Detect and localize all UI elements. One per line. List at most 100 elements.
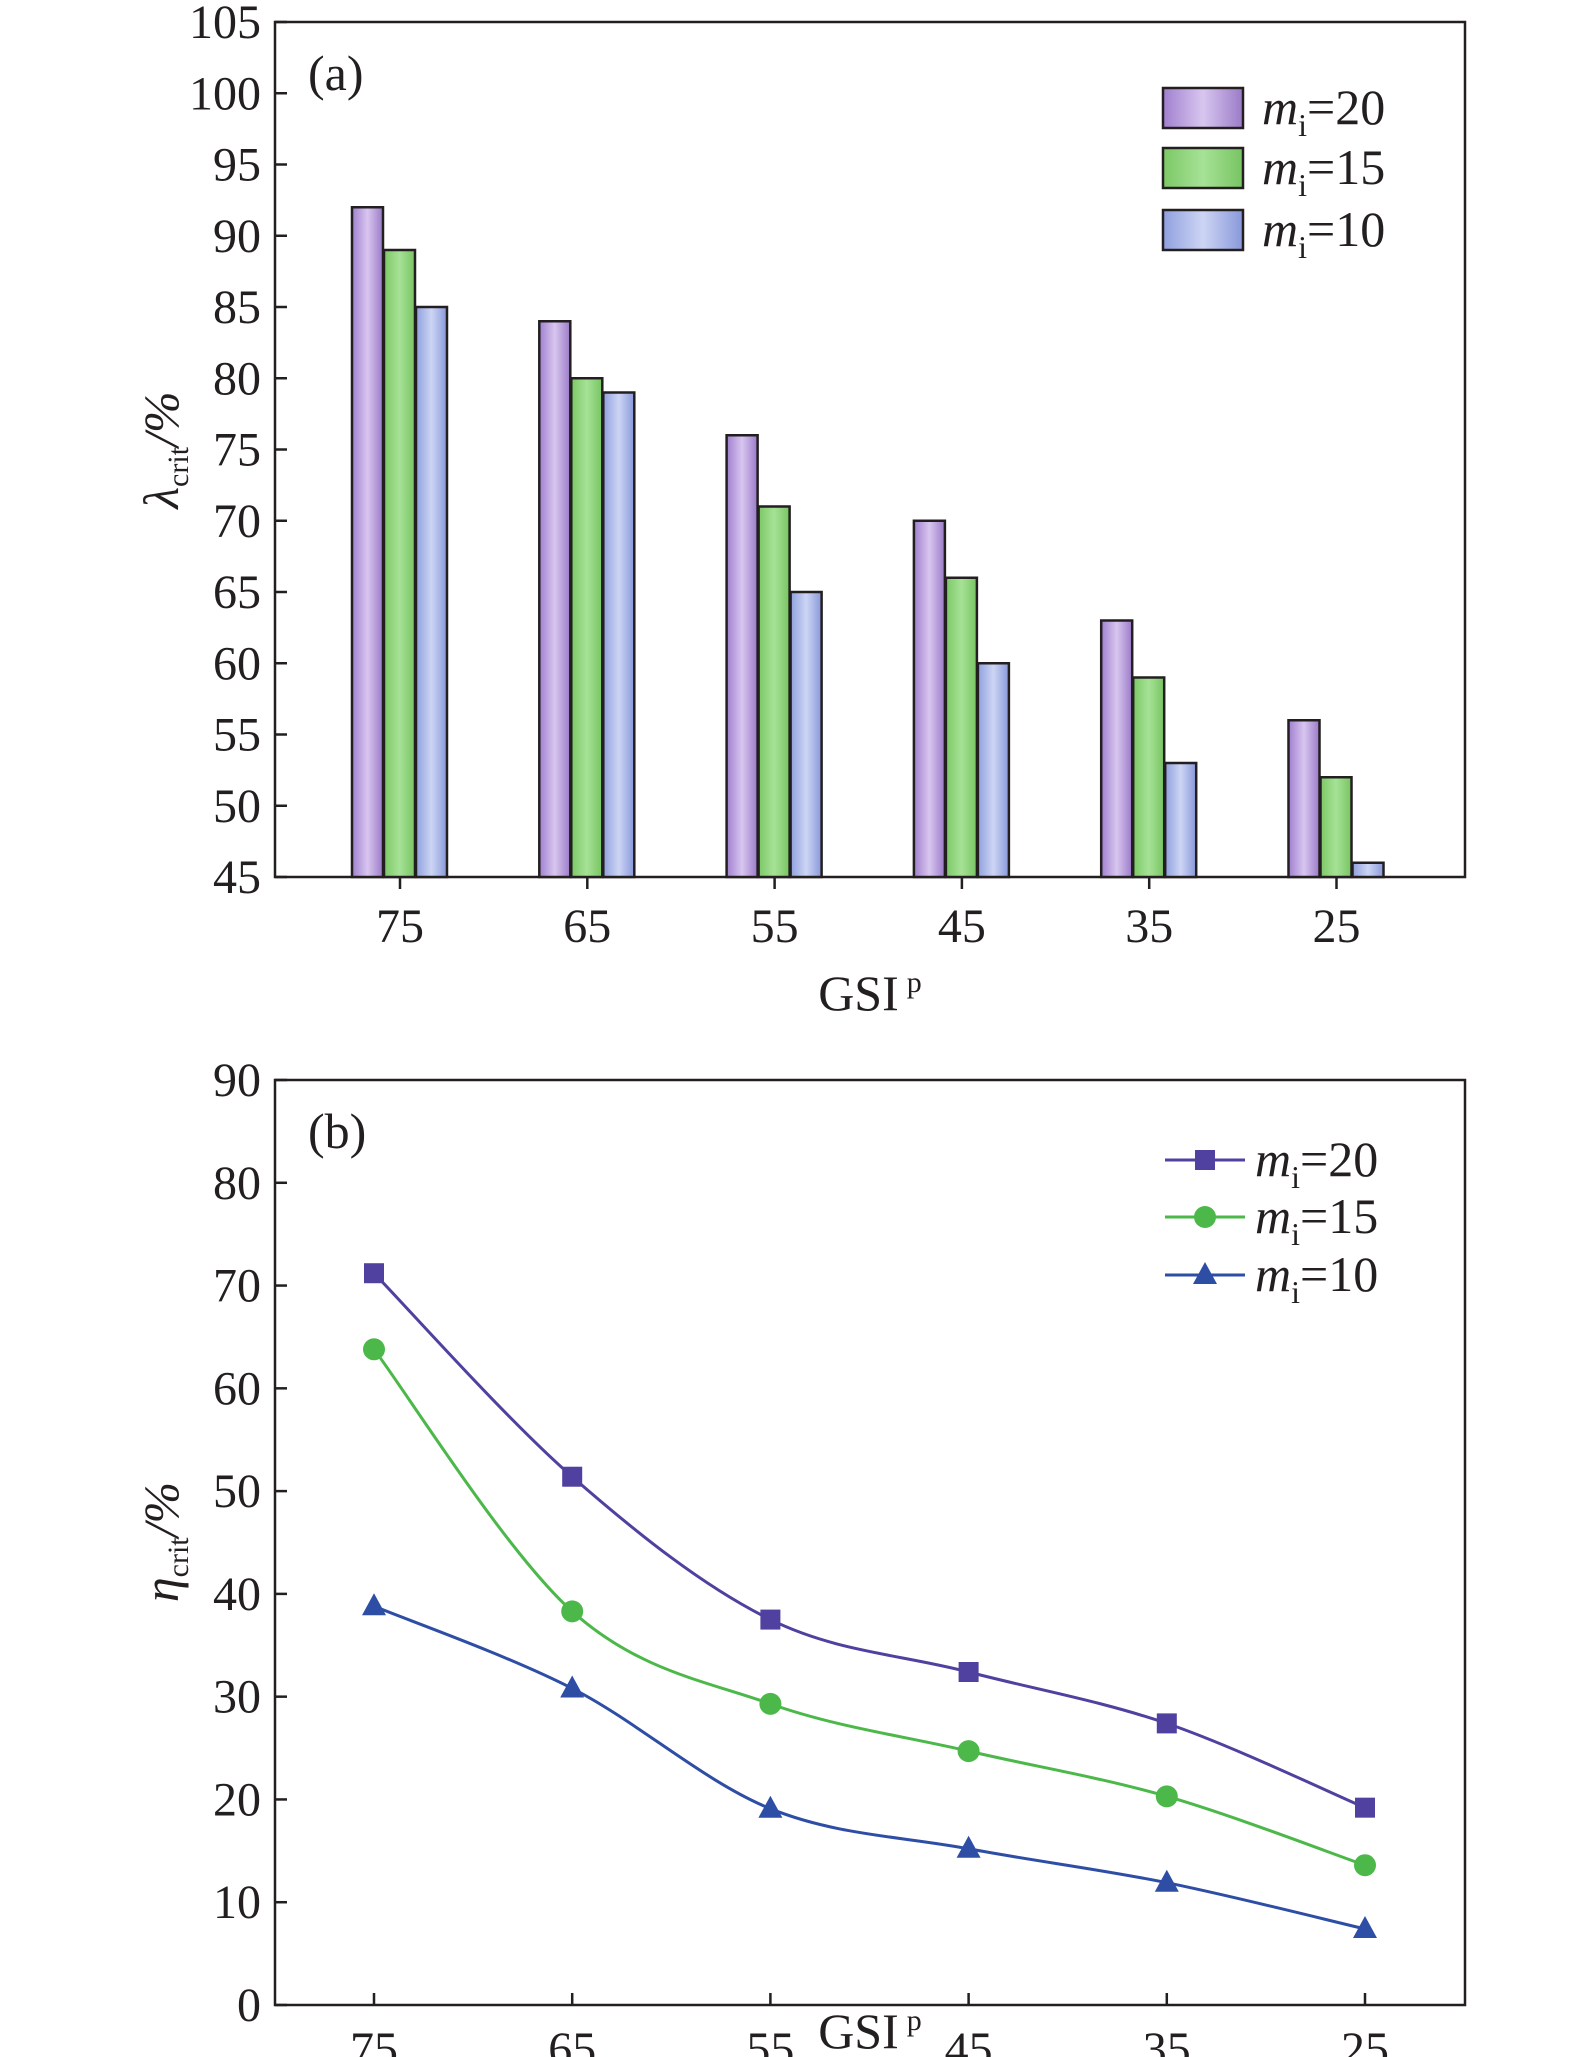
y-tick-label: 30 xyxy=(213,1671,261,1724)
x-tick-label: 55 xyxy=(751,900,799,953)
legend-marker-triangle xyxy=(1193,1262,1217,1284)
bars xyxy=(350,206,1385,879)
x-axis-title: GSI p xyxy=(818,965,922,1021)
y-tick-label: 90 xyxy=(213,210,261,263)
x-tick-label: 35 xyxy=(1125,900,1173,953)
x-tick-label: 65 xyxy=(548,2023,596,2057)
data-point-square xyxy=(364,1263,384,1284)
legend: mi=20 mi=15 mi=10 xyxy=(1165,1131,1378,1310)
legend: mi=20 mi=15 mi=10 xyxy=(1161,79,1385,265)
legend-swatch xyxy=(1161,146,1245,190)
data-point-triangle xyxy=(1154,1869,1179,1892)
y-axis-title: ηcrit/% xyxy=(133,1482,195,1602)
y-tick-label: 60 xyxy=(213,1362,261,1415)
legend-marker-circle xyxy=(1194,1206,1216,1228)
x-tick-label: 55 xyxy=(746,2023,794,2057)
data-point-triangle xyxy=(362,1593,386,1616)
x-tick-label: 65 xyxy=(563,900,611,953)
y-axis-title: λcrit/% xyxy=(133,391,195,510)
panel-label: (b) xyxy=(308,1103,366,1159)
plot-frame xyxy=(273,1078,1467,2007)
legend-swatch xyxy=(1161,86,1245,130)
legend-label: mi=20 xyxy=(1262,79,1385,143)
y-tick-label: 75 xyxy=(213,424,261,477)
y-tick-label: 80 xyxy=(213,1157,261,1210)
x-tick-label: 35 xyxy=(1143,2023,1191,2057)
y-tick-label: 80 xyxy=(213,352,261,405)
x-tick-label: 25 xyxy=(1313,900,1361,953)
legend-label: mi=10 xyxy=(1255,1246,1378,1310)
y-tick-label: 40 xyxy=(213,1568,261,1621)
data-point-triangle xyxy=(758,1795,783,1818)
y-tick-label: 0 xyxy=(237,1979,261,2032)
bar xyxy=(1351,861,1385,879)
bar xyxy=(1319,776,1353,879)
y-ticks: 45 50 55 60 65 70 75 80 85 90 95 100 105 xyxy=(189,0,287,904)
y-tick-label: 85 xyxy=(213,281,261,334)
bar xyxy=(789,590,823,879)
data-point-square xyxy=(1355,1797,1375,1818)
y-tick-label: 45 xyxy=(213,851,261,904)
y-tick-label: 60 xyxy=(213,637,261,690)
y-tick-label: 50 xyxy=(213,780,261,833)
legend-label: mi=20 xyxy=(1255,1131,1378,1195)
series-line xyxy=(373,1604,1366,1931)
data-point-triangle xyxy=(956,1835,981,1858)
x-tick-label: 25 xyxy=(1341,2023,1389,2057)
data-point-circle xyxy=(1155,1785,1178,1808)
legend-marker-square xyxy=(1195,1150,1215,1170)
x-ticks: 75 65 55 45 35 25 xyxy=(376,877,1361,953)
data-point-square xyxy=(1156,1713,1177,1734)
y-tick-label: 95 xyxy=(213,139,261,192)
data-point-circle xyxy=(1354,1854,1376,1877)
y-tick-label: 90 xyxy=(213,1054,261,1107)
y-tick-label: 105 xyxy=(189,0,261,49)
data-point-circle xyxy=(561,1600,584,1623)
x-axis-title: GSI p xyxy=(818,2003,922,2057)
panel-label: (a) xyxy=(308,45,364,101)
bar xyxy=(944,576,979,879)
bar xyxy=(1131,676,1166,879)
data-point-circle xyxy=(957,1740,980,1763)
bar xyxy=(912,519,947,879)
legend-label: mi=15 xyxy=(1262,139,1385,203)
x-tick-label: 75 xyxy=(376,900,424,953)
y-tick-label: 70 xyxy=(213,1260,261,1313)
data-point-triangle xyxy=(560,1675,585,1698)
data-point-circle xyxy=(759,1692,782,1715)
y-tick-label: 10 xyxy=(213,1876,261,1929)
line-chart-panel: 0 10 20 30 40 50 60 70 80 90 75 65 55 45 35 25 (b) mi=… xyxy=(133,1054,1467,2057)
legend-swatch xyxy=(1161,208,1245,252)
y-tick-label: 50 xyxy=(213,1465,261,1518)
bar xyxy=(1287,719,1321,879)
data-point-triangle xyxy=(1353,1915,1377,1938)
bar xyxy=(570,377,604,879)
data-point-square xyxy=(760,1609,781,1630)
x-tick-label: 45 xyxy=(938,900,986,953)
series-line xyxy=(372,1272,1366,1810)
y-tick-label: 100 xyxy=(189,67,261,120)
legend-label: mi=10 xyxy=(1262,201,1385,265)
bar xyxy=(757,505,791,879)
bar xyxy=(1163,761,1198,879)
x-tick-label: 75 xyxy=(350,2023,398,2057)
y-tick-label: 65 xyxy=(213,566,261,619)
data-point-circle xyxy=(363,1338,385,1361)
bar xyxy=(538,320,572,879)
x-tick-label: 45 xyxy=(945,2023,993,2057)
bar xyxy=(602,391,636,879)
bar-chart-panel: 45 50 55 60 65 70 75 80 85 90 95 100 105 75 65 55 45 35 2… xyxy=(133,0,1467,1021)
legend-label: mi=15 xyxy=(1255,1188,1378,1252)
y-ticks: 0 10 20 30 40 50 60 70 80 90 xyxy=(213,1054,287,2032)
x-ticks: 75 65 55 45 35 25 xyxy=(350,1993,1389,2057)
bar xyxy=(976,662,1011,879)
bar xyxy=(350,206,385,879)
y-tick-label: 70 xyxy=(213,495,261,548)
y-tick-label: 55 xyxy=(213,709,261,762)
data-point-square xyxy=(958,1662,979,1682)
bar xyxy=(1099,619,1134,879)
bar xyxy=(382,248,417,879)
series-lines xyxy=(372,1272,1366,1931)
series-line xyxy=(372,1348,1366,1867)
